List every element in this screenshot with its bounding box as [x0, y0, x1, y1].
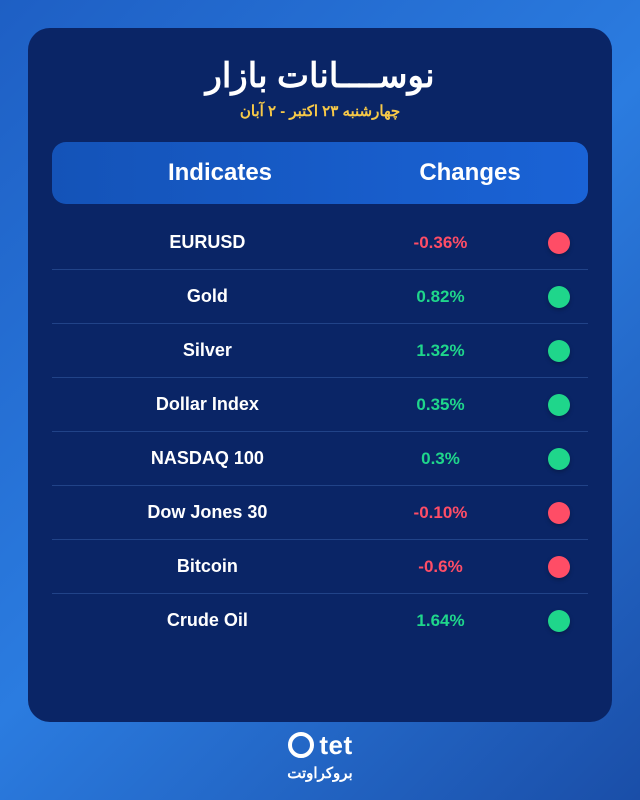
market-card: نوســــانات بازار چهارشنبه ۲۳ اکتبر - ۲ …	[28, 28, 612, 722]
cell-direction-dot	[518, 232, 570, 254]
cell-change-value: 0.3%	[363, 449, 518, 469]
logo-mark-icon	[287, 731, 315, 759]
cell-direction-dot	[518, 448, 570, 470]
up-dot-icon	[548, 448, 570, 470]
table-row: EURUSD-0.36%	[52, 216, 588, 269]
cell-indicator-name: Crude Oil	[52, 610, 363, 631]
cell-indicator-name: NASDAQ 100	[52, 448, 363, 469]
card-subtitle: چهارشنبه ۲۳ اکتبر - ۲ آبان	[52, 102, 588, 120]
cell-direction-dot	[518, 286, 570, 308]
up-dot-icon	[548, 340, 570, 362]
up-dot-icon	[548, 610, 570, 632]
logo-tagline: بروکراوتت	[28, 764, 612, 782]
cell-change-value: -0.10%	[363, 503, 518, 523]
cell-change-value: 0.35%	[363, 395, 518, 415]
page: نوســــانات بازار چهارشنبه ۲۳ اکتبر - ۲ …	[0, 0, 640, 800]
cell-indicator-name: Dow Jones 30	[52, 502, 363, 523]
market-table: Indicates Changes EURUSD-0.36%Gold0.82%S…	[52, 142, 588, 647]
cell-indicator-name: EURUSD	[52, 232, 363, 253]
cell-indicator-name: Dollar Index	[52, 394, 363, 415]
table-header-row: Indicates Changes	[52, 142, 588, 204]
cell-indicator-name: Bitcoin	[52, 556, 363, 577]
cell-change-value: -0.6%	[363, 557, 518, 577]
down-dot-icon	[548, 502, 570, 524]
cell-direction-dot	[518, 502, 570, 524]
up-dot-icon	[548, 286, 570, 308]
table-row: Bitcoin-0.6%	[52, 540, 588, 593]
down-dot-icon	[548, 556, 570, 578]
cell-change-value: -0.36%	[363, 233, 518, 253]
up-dot-icon	[548, 394, 570, 416]
col-header-indicates: Indicates	[70, 159, 370, 187]
cell-direction-dot	[518, 556, 570, 578]
brand-logo: tet	[287, 730, 352, 761]
table-row: Dollar Index0.35%	[52, 378, 588, 431]
table-row: Crude Oil1.64%	[52, 594, 588, 647]
cell-direction-dot	[518, 394, 570, 416]
col-header-changes: Changes	[370, 159, 570, 187]
table-row: Dow Jones 30-0.10%	[52, 486, 588, 539]
table-row: Silver1.32%	[52, 324, 588, 377]
table-row: NASDAQ 1000.3%	[52, 432, 588, 485]
cell-direction-dot	[518, 610, 570, 632]
cell-change-value: 1.32%	[363, 341, 518, 361]
down-dot-icon	[548, 232, 570, 254]
footer: tet بروکراوتت	[28, 730, 612, 783]
table-body: EURUSD-0.36%Gold0.82%Silver1.32%Dollar I…	[52, 216, 588, 647]
cell-direction-dot	[518, 340, 570, 362]
card-title: نوســــانات بازار	[52, 56, 588, 96]
table-row: Gold0.82%	[52, 270, 588, 323]
cell-indicator-name: Gold	[52, 286, 363, 307]
cell-change-value: 1.64%	[363, 611, 518, 631]
cell-indicator-name: Silver	[52, 340, 363, 361]
cell-change-value: 0.82%	[363, 287, 518, 307]
logo-text: tet	[319, 730, 352, 761]
